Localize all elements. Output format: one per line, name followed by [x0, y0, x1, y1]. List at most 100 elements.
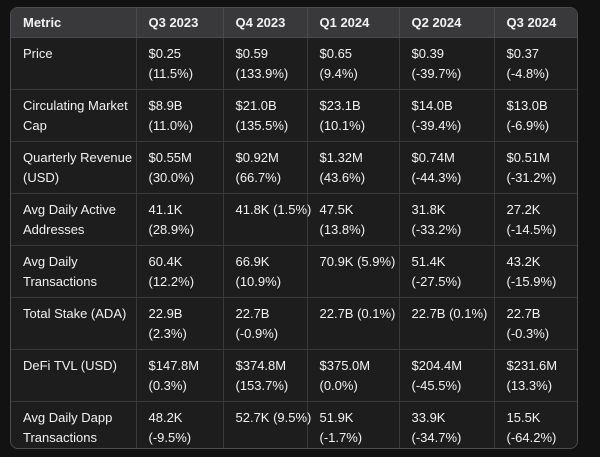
cell-value: Avg Daily [23, 254, 78, 269]
metric-value-cell: 47.5K (13.8%) [307, 193, 400, 246]
cell-value: $0.74M [411, 150, 455, 165]
cell-change: (11.0%) [148, 117, 194, 133]
metric-value-cell: 60.4K (12.2%) [136, 245, 224, 298]
cell-value: 15.5K [506, 410, 541, 425]
cell-value: $13.0B [506, 98, 548, 113]
cell-value: Avg Daily Active [23, 202, 116, 217]
cell-value: $23.1B [319, 98, 361, 113]
metric-value-cell: 51.4K (-27.5%) [399, 245, 495, 298]
cell-value: Price [23, 46, 53, 61]
metric-value-cell: 22.7B (0.1%) [399, 297, 495, 350]
metric-value-cell: $0.92M (66.7%) [223, 141, 308, 194]
metric-value-cell: $147.8M (0.3%) [136, 349, 224, 402]
cell-change: (10.1%) [319, 117, 366, 133]
cell-change: Transactions [23, 429, 97, 445]
metric-value-cell: 41.8K (1.5%) [223, 193, 311, 246]
metric-value-cell: $204.4M (-45.5%) [399, 349, 495, 402]
metric-value-cell: 22.7B (-0.3%) [494, 297, 577, 350]
metric-name-cell: Avg Daily Active Addresses [11, 193, 137, 246]
cell-change: (12.2%) [148, 273, 195, 289]
cell-change: Addresses [23, 221, 85, 237]
metric-value-cell: $0.37 (-4.8%) [494, 37, 577, 90]
cell-change: (-31.2%) [506, 169, 557, 185]
metric-name-cell: Avg Daily Dapp Transactions [11, 401, 137, 448]
cell-change: (13.8%) [319, 221, 366, 237]
cell-change: (11.5%) [148, 65, 194, 81]
cell-value: 51.4K [411, 254, 446, 269]
quarterly-metrics-table: Metric Q3 2023 Q4 2023 Q1 2024 Q2 2024 Q… [11, 8, 577, 448]
cell-change: (133.9%) [235, 65, 289, 81]
metric-value-cell: 52.7K (9.5%) [223, 401, 311, 448]
cell-value: $204.4M [411, 358, 463, 373]
metric-value-cell: $374.8M (153.7%) [223, 349, 308, 402]
column-header-q1-2024: Q1 2024 [307, 8, 400, 38]
metric-value-cell: 66.9K (10.9%) [223, 245, 308, 298]
metric-value-cell: $0.25 (11.5%) [136, 37, 224, 90]
metric-value-cell: $0.59 (133.9%) [223, 37, 308, 90]
metric-value-cell: 41.1K (28.9%) [136, 193, 224, 246]
metric-value-cell: $13.0B (-6.9%) [494, 89, 577, 142]
cell-change: (135.5%) [235, 117, 289, 133]
metric-value-cell: 43.2K (-15.9%) [494, 245, 577, 298]
cell-value: $374.8M [235, 358, 287, 373]
cell-value: 27.2K [506, 202, 541, 217]
cell-value: 22.7B (0.1%) [319, 306, 396, 321]
metric-value-cell: 33.9K (-34.7%) [399, 401, 495, 448]
metrics-table-body: Price $0.25 (11.5%) $0.59 (133.9%) $0.65 (9.4%… [11, 37, 577, 448]
metric-value-cell: $0.74M (-44.3%) [399, 141, 495, 194]
table-row: Avg Daily Active Addresses 41.1K (28.9%) 41.… [11, 193, 577, 246]
cell-change: (-9.5%) [148, 429, 192, 445]
metric-name-cell: Quarterly Revenue (USD) [11, 141, 137, 194]
table-row: DeFi TVL (USD) $147.8M (0.3%) $374.8M (153.7… [11, 349, 577, 402]
cell-change: (-15.9%) [506, 273, 557, 289]
cell-change: (USD) [23, 169, 60, 185]
cell-change: (-64.2%) [506, 429, 557, 445]
column-header-q4-2023: Q4 2023 [223, 8, 308, 38]
cell-change: (-27.5%) [411, 273, 462, 289]
cell-change: (-1.7%) [319, 429, 363, 445]
column-header-q3-2023: Q3 2023 [136, 8, 224, 38]
metric-value-cell: 48.2K (-9.5%) [136, 401, 224, 448]
metrics-table-card: Metric Q3 2023 Q4 2023 Q1 2024 Q2 2024 Q… [10, 7, 578, 449]
cell-value: $0.55M [148, 150, 192, 165]
cell-value: $0.37 [506, 46, 540, 61]
cell-change: (13.3%) [506, 377, 553, 393]
metric-name-cell: Total Stake (ADA) [11, 297, 137, 350]
cell-change: (-44.3%) [411, 169, 462, 185]
metric-value-cell: 22.9B (2.3%) [136, 297, 224, 350]
cell-value: $0.51M [506, 150, 550, 165]
cell-change: (-39.7%) [411, 65, 462, 81]
cell-change: (153.7%) [235, 377, 289, 393]
cell-change: (-4.8%) [506, 65, 550, 81]
metric-value-cell: 27.2K (-14.5%) [494, 193, 577, 246]
column-header-metric: Metric [11, 8, 137, 38]
metric-value-cell: $0.55M (30.0%) [136, 141, 224, 194]
table-row: Quarterly Revenue (USD) $0.55M (30.0%) $0.92… [11, 141, 577, 194]
cell-value: $375.0M [319, 358, 371, 373]
metric-value-cell: 22.7B (0.1%) [307, 297, 400, 350]
cell-value: $0.59 [235, 46, 269, 61]
column-header-q3-2024: Q3 2024 [494, 8, 577, 38]
metric-value-cell: 15.5K (-64.2%) [494, 401, 577, 448]
cell-change: (2.3%) [148, 325, 187, 341]
metric-value-cell: 22.7B (-0.9%) [223, 297, 308, 350]
cell-value: $0.25 [148, 46, 182, 61]
cell-change: (-39.4%) [411, 117, 462, 133]
cell-change: (-6.9%) [506, 117, 550, 133]
table-row: Avg Daily Transactions 60.4K (12.2%) 66.9K (1… [11, 245, 577, 298]
cell-value: 22.7B [506, 306, 541, 321]
cell-change: (66.7%) [235, 169, 282, 185]
cell-change: Cap [23, 117, 47, 133]
cell-value: 22.9B [148, 306, 183, 321]
cell-change: (10.9%) [235, 273, 282, 289]
metric-value-cell: $1.32M (43.6%) [307, 141, 400, 194]
cell-change: (43.6%) [319, 169, 366, 185]
cell-change: (-14.5%) [506, 221, 557, 237]
cell-value: Total Stake (ADA) [23, 306, 127, 321]
cell-value: Circulating Market [23, 98, 128, 113]
metric-name-cell: DeFi TVL (USD) [11, 349, 137, 402]
cell-change: (-0.9%) [235, 325, 279, 341]
column-header-q2-2024: Q2 2024 [399, 8, 495, 38]
metric-value-cell: $0.51M (-31.2%) [494, 141, 577, 194]
cell-value: 41.1K [148, 202, 183, 217]
